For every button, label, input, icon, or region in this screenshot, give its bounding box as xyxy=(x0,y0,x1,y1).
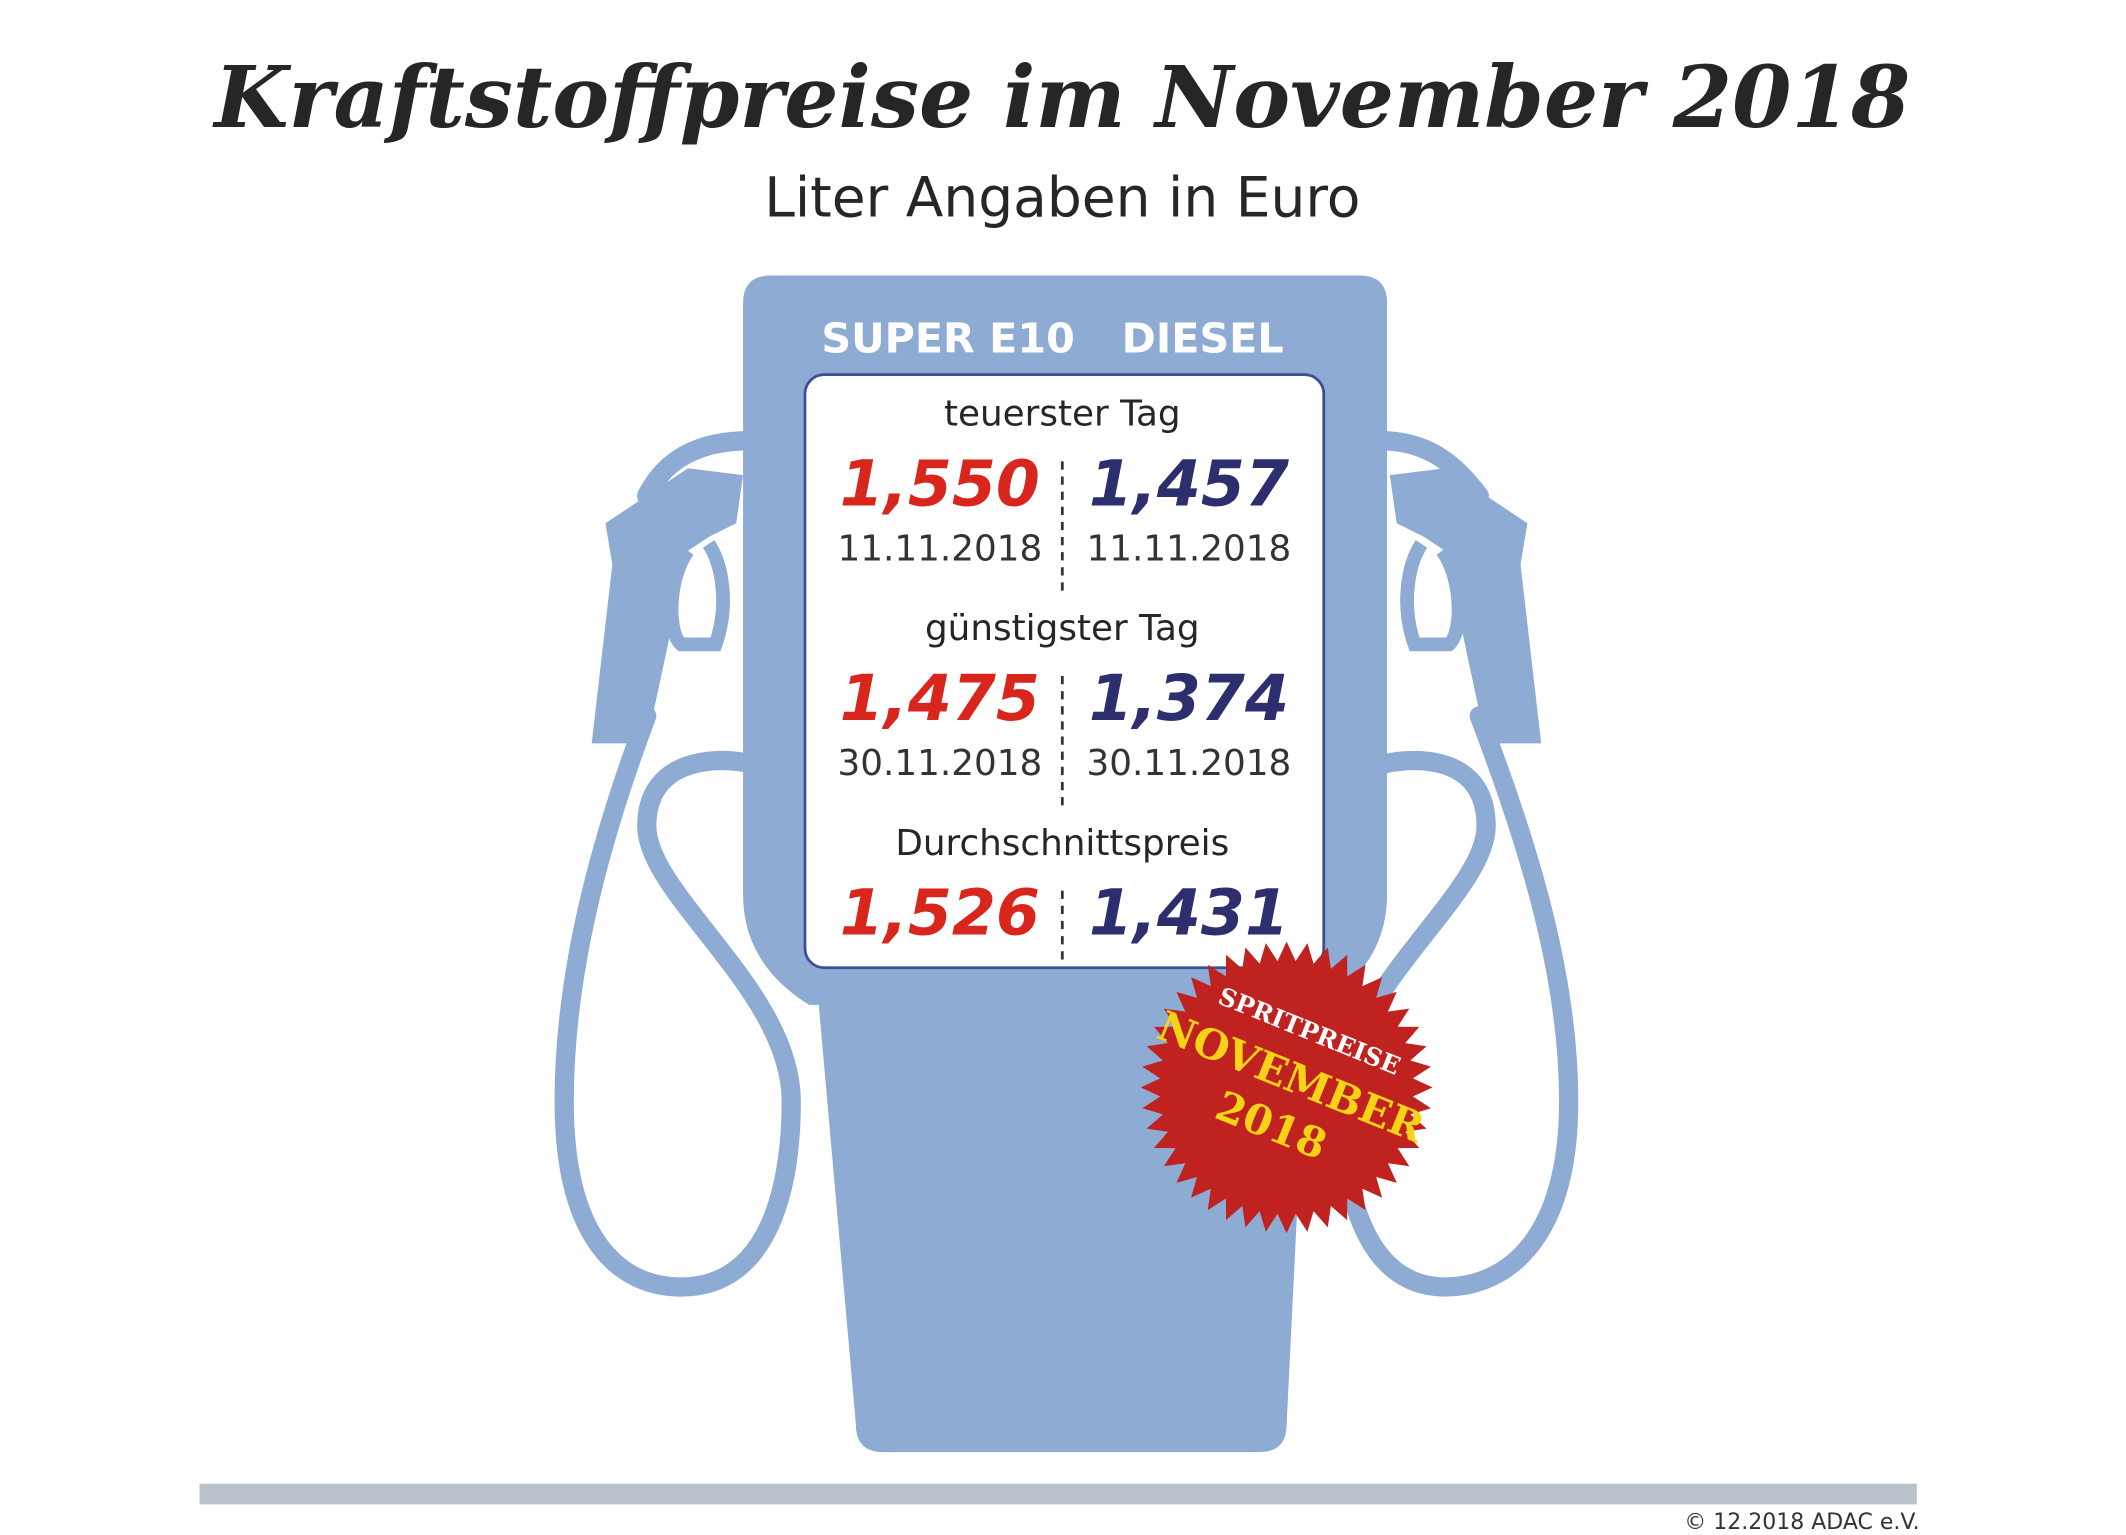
price: 1,475 xyxy=(840,661,1040,735)
date: 30.11.2018 xyxy=(837,743,1042,784)
column-header: DIESEL xyxy=(1122,315,1284,363)
section-label: günstigster Tag xyxy=(925,608,1200,649)
footer: © 12.2018 ADAC e.V. xyxy=(1684,1510,1919,1535)
date: 11.11.2018 xyxy=(837,528,1042,569)
title: Kraftstoffpreise im November 2018 xyxy=(212,48,1910,148)
date: 30.11.2018 xyxy=(1087,743,1292,784)
hoses xyxy=(554,431,1579,1297)
price: 1,374 xyxy=(1089,661,1289,735)
date: 11.11.2018 xyxy=(1087,528,1292,569)
subtitle: Liter Angaben in Euro xyxy=(764,165,1360,229)
price: 1,526 xyxy=(840,876,1040,950)
display xyxy=(803,373,1326,970)
price: 1,457 xyxy=(1089,446,1289,520)
footer-bar xyxy=(199,1483,1917,1505)
section-label: teuerster Tag xyxy=(944,394,1181,435)
nozzle-triggers xyxy=(664,540,1466,652)
badge-star xyxy=(1140,941,1433,1234)
section-label: Durchschnittspreis xyxy=(895,823,1229,864)
column-header: SUPER E10 xyxy=(821,315,1074,363)
price: 1,431 xyxy=(1089,876,1289,950)
price: 1,550 xyxy=(840,446,1040,520)
